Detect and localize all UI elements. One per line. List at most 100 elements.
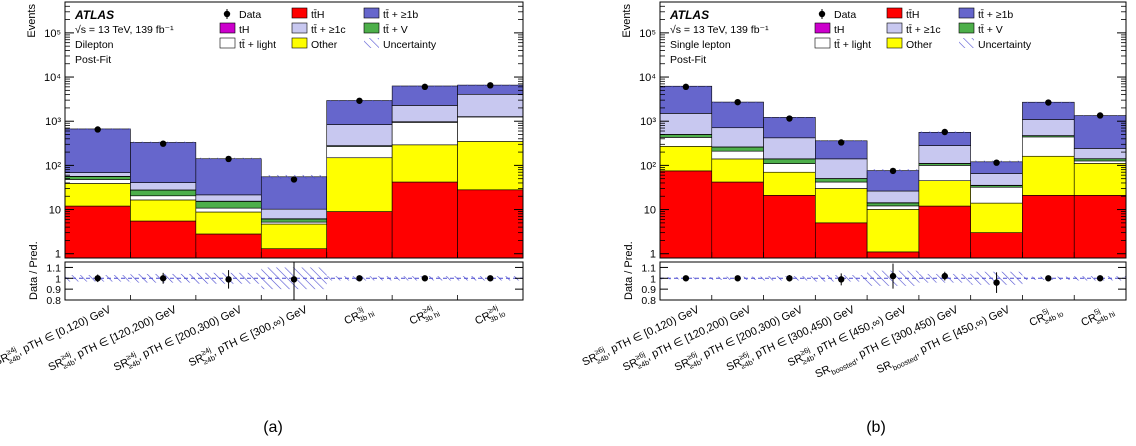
legend-label-6: tt̄ + light [239,39,276,51]
data-point-1 [734,98,741,106]
fit-label: Post-Fit [670,54,706,66]
ratio-point-6 [993,279,1000,286]
stack-segment-ttlight-6 [457,116,524,142]
ratio-tick-label-3: 0.8 [641,295,656,307]
ratio-point-4 [356,275,363,282]
stack-segment-ttH-4 [326,211,393,259]
stack-segment-Other-6 [970,202,1023,233]
stack-segment-tt1b-0 [64,128,131,173]
stack-segment-Other-5 [918,180,971,207]
stack-segment-Other-4 [866,209,920,253]
data-point-2 [786,115,793,122]
legend-swatch-1 [886,7,903,19]
energy-label: √s = 13 TeV, 139 fb⁻¹ [75,24,174,36]
legend-label-5: tt̄ + V [978,24,1003,36]
stack-segment-ttV-0 [659,134,713,138]
stack-segment-Other-5 [391,144,458,183]
region-label: Dilepton [75,39,114,51]
stack-segment-ttV-2 [763,158,816,164]
ratio-point-2 [786,275,793,282]
main-plot-frame [659,1,1127,259]
legend-swatch-5 [363,22,380,34]
stack-segment-ttlight-6 [970,186,1023,204]
data-point-3 [838,139,845,146]
stack-segment-ttH-5 [391,181,458,259]
panel-a-caption: (a) [263,419,283,436]
stack-segment-ttV-3 [815,178,868,183]
stack-segment-tt1b-2 [195,158,262,196]
stack-segment-ttH-7 [1022,195,1075,259]
legend-label-2: tt̄ + ≥1b [383,9,418,21]
data-point-3 [290,176,298,183]
stack-segment-tt1c-5 [918,145,971,164]
stack-segment-ttH-1 [130,220,197,259]
ratio-tick-label-2: 0.9 [641,284,656,296]
legend-label-1: tt̄H [311,9,324,21]
ratio-tick-label-0: 1.1 [641,262,656,274]
legend-label-7: Other [906,39,933,51]
data-point-5 [421,83,429,91]
legend-swatch-5 [958,22,975,34]
stack-segment-Other-2 [763,171,816,196]
ratio-tick-label-1: 1 [650,273,656,285]
stack-segment-ttlight-4 [326,146,393,159]
stack-segment-tt1b-8 [1073,115,1127,149]
stack-segment-tt1c-6 [970,173,1023,186]
stack-segment-tt1b-0 [659,85,713,114]
stack-segment-ttH-1 [711,181,764,259]
stack-segment-ttlight-2 [763,163,816,173]
ratio-point-5 [941,272,948,280]
stack-segment-tt1c-0 [64,172,131,177]
stack-segment-Other-6 [457,141,524,191]
stack-segment-tt1b-3 [260,176,328,210]
y-tick-label-4: 10⁴ [639,72,656,84]
stack-segment-tt1c-0 [659,113,713,135]
stack-segment-Other-0 [659,146,713,172]
ratio-point-3 [290,276,298,283]
y-tick-label-5: 10⁵ [44,28,61,40]
stack-segment-Other-3 [260,223,328,249]
stack-segment-tt1c-2 [763,137,816,160]
legend-swatch-2 [363,7,380,19]
y-tick-label-0: 1 [650,249,656,261]
y-tick-label-5: 10⁵ [639,28,656,40]
stack-segment-ttH-3 [815,222,868,259]
ratio-point-0 [94,275,101,282]
stack-segment-ttH-6 [457,189,524,259]
ratio-axis-label: Data / Pred. [623,241,635,300]
legend-label-3: tH [239,24,250,36]
stack-segment-ttH-2 [763,195,816,259]
fit-label: Post-Fit [75,54,111,66]
category-label-7: CR5j≥4b lo [1026,301,1065,332]
stack-segment-ttlight-5 [391,122,458,146]
y-tick-label-0: 1 [55,249,61,261]
data-point-1 [159,140,167,147]
ratio-point-0 [682,275,690,282]
stack-segment-tt1c-3 [260,208,328,220]
stack-segment-tt1c-1 [711,127,764,148]
category-label-2: SR≥4j≥4b, pTH ∈ [200,300) GeV [111,301,246,377]
category-label-4: CR3j3b hi [341,301,376,330]
stack-segment-tt1c-4 [866,190,920,203]
legend-label-6: tt̄ + light [834,39,871,51]
panel-b-chart: 1 10 10² 10³ 10⁴ 10⁵ Events ATLAS √s = 13 TeV, 1… [580,1,1127,381]
legend-swatch-6 [814,37,831,49]
stack-segment-tt1c-4 [326,124,393,146]
stack-segment-ttlight-0 [659,137,713,147]
ratio-tick-label-3: 0.8 [46,295,61,307]
stack-segment-ttlight-7 [1022,136,1075,157]
stack-segment-tt1b-1 [711,101,764,129]
legend-label-7: Other [311,39,338,51]
stack-segment-tt1c-5 [391,105,458,123]
stack-segment-ttH-8 [1073,195,1127,259]
stack-segment-ttlight-5 [918,165,971,181]
stack-segment-ttlight-1 [711,150,764,160]
legend-swatch-4 [886,22,903,34]
energy-label: √s = 13 TeV, 139 fb⁻¹ [670,24,769,36]
ratio-tick-label-2: 0.9 [46,284,61,296]
ratio-point-8 [1096,275,1104,282]
stack-segment-Other-7 [1022,155,1075,196]
y-tick-label-2: 10² [640,160,656,172]
data-point-4 [889,167,897,175]
